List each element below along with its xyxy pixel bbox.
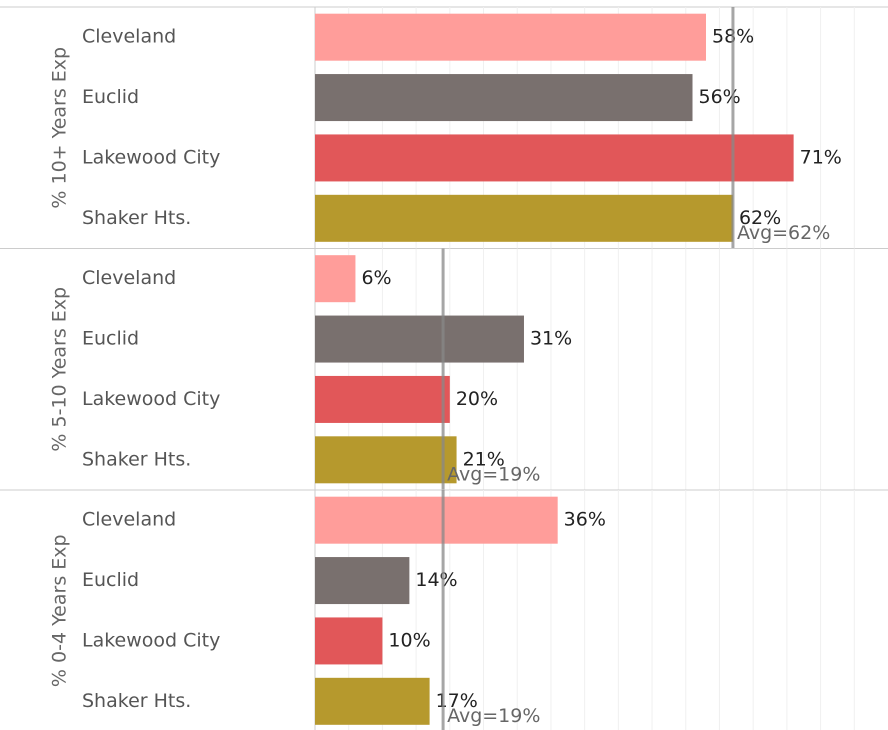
category-label: Shaker Hts. [82,207,191,229]
bar [315,557,410,605]
value-label: 21% [463,448,505,470]
category-label: Lakewood City [82,629,220,651]
value-label: 14% [415,569,457,591]
row-header: % 5-10 Years Exp [49,287,71,452]
value-label: 71% [800,146,842,168]
value-label: 62% [739,207,781,229]
reference-label: Avg=62% [737,222,830,244]
category-label: Cleveland [82,509,176,531]
bar [315,74,693,122]
value-label: 56% [699,86,741,108]
value-label: 36% [564,509,606,531]
category-label: Euclid [82,86,139,108]
bar [315,617,383,665]
bar [315,194,733,242]
value-label: 31% [530,328,572,350]
row-header: % 0-4 Years Exp [49,534,71,687]
bar [315,134,794,182]
reference-label: Avg=19% [447,464,540,486]
category-label: Euclid [82,569,139,591]
bar [315,255,356,303]
row-header: % 10+ Years Exp [49,47,71,209]
category-label: Shaker Hts. [82,690,191,712]
category-label: Euclid [82,328,139,350]
category-label: Shaker Hts. [82,448,191,470]
bar [315,315,524,363]
value-label: 6% [361,267,391,289]
category-label: Cleveland [82,267,176,289]
category-label: Lakewood City [82,388,220,410]
value-label: 17% [436,690,478,712]
bar [315,436,457,484]
bar [315,677,430,725]
bar [315,375,450,423]
bar [315,496,558,544]
bar [315,13,706,61]
value-label: 20% [456,388,498,410]
category-label: Lakewood City [82,146,220,168]
value-label: 10% [388,629,430,651]
category-label: Cleveland [82,26,176,48]
reference-label: Avg=19% [447,705,540,727]
